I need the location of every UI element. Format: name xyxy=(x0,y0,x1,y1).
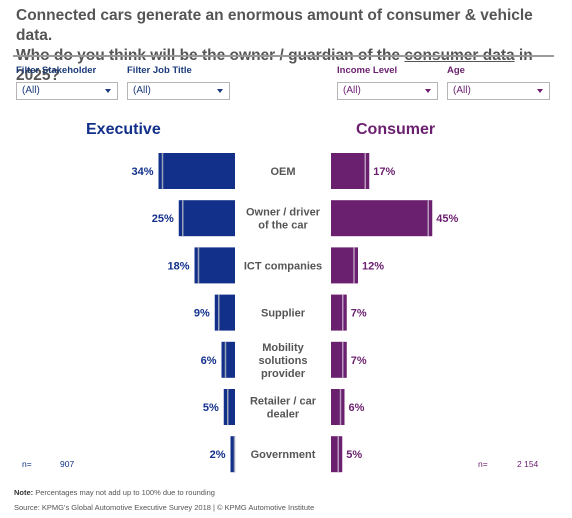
chevron-down-icon xyxy=(217,89,223,93)
consumer-bar-3 xyxy=(331,294,347,331)
age-dropdown[interactable]: (All) xyxy=(447,82,550,100)
income-level-value: (All) xyxy=(343,85,361,96)
category-label-line: solutions xyxy=(259,355,308,367)
executive-heading: Executive xyxy=(86,121,161,138)
executive-bar-2 xyxy=(194,247,235,284)
consumer-data-label-2: 12% xyxy=(362,260,384,272)
footnote: Note: Percentages may not add up to 100%… xyxy=(14,488,215,497)
chevron-down-icon xyxy=(537,89,543,93)
executive-bar-6 xyxy=(230,436,235,473)
age-label: Age xyxy=(447,65,465,76)
consumer-bar-4 xyxy=(331,341,347,378)
category-label-line: ICT companies xyxy=(244,260,322,272)
category-label-line: Retailer / car xyxy=(250,396,317,408)
executive-bar-5 xyxy=(223,389,235,425)
note-label: Note: xyxy=(14,488,34,497)
consumer-sample-size: 2 154 xyxy=(517,459,539,469)
category-label-line: Government xyxy=(251,449,316,461)
filter-stakeholder-label: Filter Stakeholder xyxy=(16,65,97,76)
source-line: Source: KPMG's Global Automotive Executi… xyxy=(14,503,315,512)
category-label-line: of the car xyxy=(258,220,308,232)
category-label-2: ICT companies xyxy=(244,260,322,272)
consumer-heading: Consumer xyxy=(356,121,436,138)
executive-bar-1 xyxy=(178,200,235,237)
category-label-line: Mobility xyxy=(262,342,304,354)
filter-stakeholder-dropdown[interactable]: (All) xyxy=(16,82,118,100)
category-label-4: Mobility solutions provider xyxy=(259,342,308,380)
income-level-label: Income Level xyxy=(337,65,398,76)
executive-sample-label: n= xyxy=(22,459,32,469)
category-label-line: Owner / driver xyxy=(246,207,321,219)
category-label-line: Supplier xyxy=(261,308,306,320)
consumer-data-label-0: 17% xyxy=(373,166,395,178)
executive-data-label-4: 6% xyxy=(201,355,217,367)
executive-data-label-0: 34% xyxy=(131,166,153,178)
chevron-down-icon xyxy=(105,89,111,93)
consumer-bar-0 xyxy=(331,153,370,189)
category-label-line: provider xyxy=(261,368,306,380)
butterfly-bar-chart: 34% 17% OEM 25% 45% Owner / driver of the car 1… xyxy=(131,153,458,473)
executive-data-label-3: 9% xyxy=(194,308,210,320)
executive-data-label-5: 5% xyxy=(203,402,219,414)
consumer-data-label-4: 7% xyxy=(351,355,367,367)
category-label-0: OEM xyxy=(270,166,295,178)
income-level-dropdown[interactable]: (All) xyxy=(337,82,438,100)
consumer-bar-1 xyxy=(331,200,433,237)
note-text: Percentages may not add up to 100% due t… xyxy=(33,488,215,497)
executive-bar-0 xyxy=(158,153,235,189)
executive-bar-4 xyxy=(221,341,235,378)
consumer-data-label-3: 7% xyxy=(351,308,367,320)
consumer-data-label-1: 45% xyxy=(436,213,458,225)
consumer-bar-6 xyxy=(331,436,343,473)
executive-data-label-2: 18% xyxy=(167,260,189,272)
filter-job-title-label: Filter Job Title xyxy=(127,65,192,76)
category-label-line: dealer xyxy=(267,409,300,421)
age-value: (All) xyxy=(453,85,471,96)
filter-stakeholder-value: (All) xyxy=(22,85,40,96)
executive-data-label-6: 2% xyxy=(210,449,226,461)
executive-bar-3 xyxy=(214,294,235,331)
consumer-data-label-5: 6% xyxy=(349,402,365,414)
consumer-bar-5 xyxy=(331,389,345,425)
executive-sample-size: 907 xyxy=(60,459,75,469)
title-divider xyxy=(13,55,554,57)
category-label-6: Government xyxy=(251,449,316,461)
title-line-1: Connected cars generate an enormous amou… xyxy=(16,7,533,44)
filter-job-title-value: (All) xyxy=(133,85,151,96)
category-label-5: Retailer / car dealer xyxy=(250,396,317,421)
category-label-1: Owner / driver of the car xyxy=(246,207,321,232)
consumer-sample-label: n= xyxy=(478,459,488,469)
consumer-data-label-6: 5% xyxy=(346,449,362,461)
category-label-line: OEM xyxy=(270,166,295,178)
filter-job-title-dropdown[interactable]: (All) xyxy=(127,82,230,100)
category-label-3: Supplier xyxy=(261,308,306,320)
executive-data-label-1: 25% xyxy=(152,213,174,225)
chevron-down-icon xyxy=(425,89,431,93)
